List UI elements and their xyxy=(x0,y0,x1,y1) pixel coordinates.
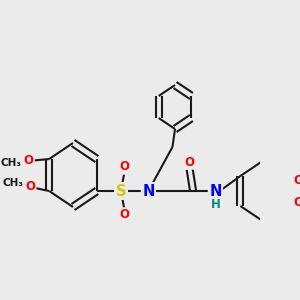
Text: O: O xyxy=(119,160,129,173)
Text: O: O xyxy=(294,173,300,187)
Text: CH₃: CH₃ xyxy=(1,158,22,168)
Text: O: O xyxy=(119,208,129,221)
Text: S: S xyxy=(116,184,126,199)
Text: N: N xyxy=(209,184,222,199)
Text: O: O xyxy=(24,154,34,167)
Text: O: O xyxy=(25,181,35,194)
Text: N: N xyxy=(142,184,154,199)
Text: CH₃: CH₃ xyxy=(3,178,24,188)
Text: H: H xyxy=(211,199,220,212)
Text: O: O xyxy=(184,155,195,169)
Text: O: O xyxy=(294,196,300,208)
